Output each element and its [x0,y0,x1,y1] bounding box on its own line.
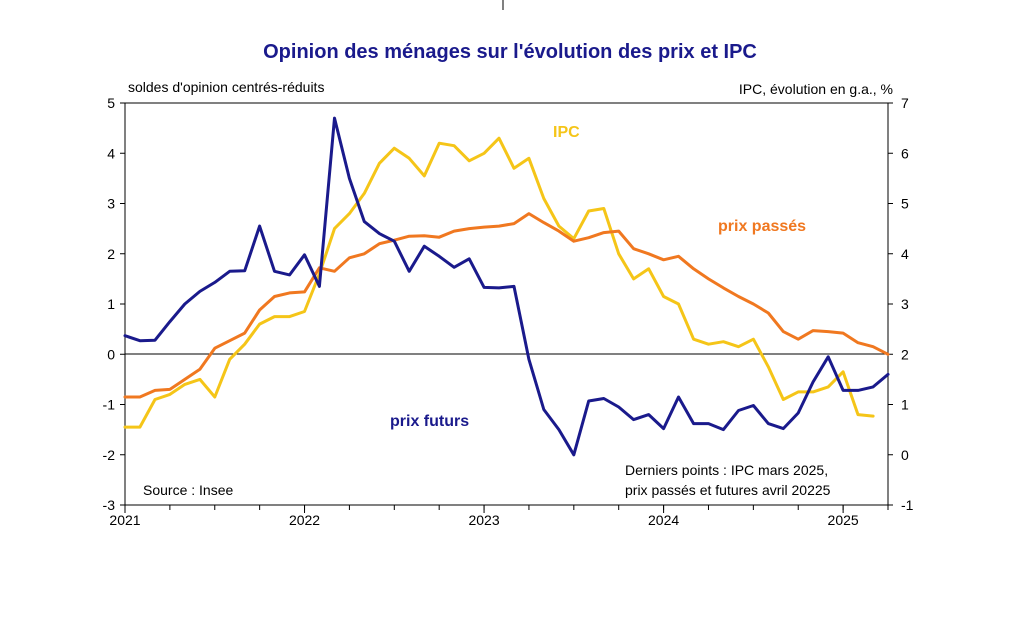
left-tick-label: 5 [107,95,115,111]
left-tick-label: 3 [107,196,115,212]
left-tick-label: 2 [107,246,115,262]
right-tick-label: -1 [901,497,914,513]
left-tick-label: 4 [107,145,115,161]
series-line-ipc [123,136,875,429]
left-tick-label: -3 [103,497,116,513]
x-tick-label: 2025 [828,512,859,528]
right-axis-ticks: 7 6 5 4 3 2 1 0 -1 [888,95,914,513]
right-tick-label: 1 [901,397,909,413]
right-tick-label: 0 [901,447,909,463]
x-tick-label: 2023 [468,512,499,528]
x-axis-ticks: 2021 2022 2023 2024 2025 [109,505,889,528]
series-label-prix-passes: prix passés [718,218,806,235]
series-label-ipc: IPC [553,124,580,141]
left-axis-label: soldes d'opinion centrés-réduits [128,79,324,95]
right-tick-label: 3 [901,296,909,312]
right-tick-label: 2 [901,346,909,362]
series-line-prix-passes [123,212,890,399]
left-tick-label: -2 [103,447,116,463]
left-tick-label: 1 [107,296,115,312]
right-tick-label: 5 [901,196,909,212]
plot-frame [124,102,889,506]
last-points-note-line1: Derniers points : IPC mars 2025, [625,462,828,478]
series-lines [123,116,890,457]
x-tick-label: 2021 [109,512,140,528]
chart-title: Opinion des ménages sur l'évolution des … [263,41,757,63]
right-tick-label: 6 [901,145,909,161]
right-axis-label: IPC, évolution en g.a., % [739,81,893,97]
x-tick-label: 2024 [648,512,679,528]
left-axis-ticks: 5 4 3 2 1 0 -1 -2 -3 [103,95,125,513]
left-tick-label: -1 [103,397,116,413]
series-line-prix-futurs [123,116,890,457]
left-tick-label: 0 [107,346,115,362]
right-tick-label: 7 [901,95,909,111]
right-tick-label: 4 [901,246,909,262]
series-label-prix-futurs: prix futurs [390,413,469,430]
x-tick-label: 2022 [289,512,320,528]
source-note: Source : Insee [143,482,233,498]
last-points-note-line2: prix passés et futures avril 20225 [625,482,831,498]
